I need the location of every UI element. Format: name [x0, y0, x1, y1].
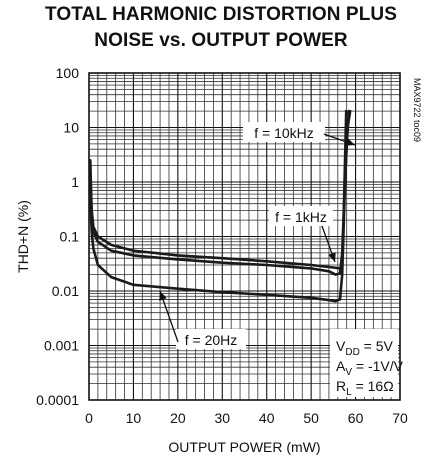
- condition-line: RL = 16Ω: [336, 378, 394, 398]
- y-tick-label: 0.001: [44, 338, 79, 354]
- x-tick-label: 60: [348, 410, 364, 426]
- annotation-bg: [269, 206, 333, 226]
- annotation-leader: [159, 290, 179, 343]
- chart-title-line-1: TOTAL HARMONIC DISTORTION PLUS: [44, 4, 398, 25]
- y-tick-label: 100: [56, 65, 80, 81]
- y-axis-label: THD+N (%): [15, 200, 31, 273]
- x-tick-label: 0: [85, 410, 93, 426]
- series-annotation: f = 10kHz: [254, 125, 314, 141]
- series-annotation: f = 20Hz: [185, 332, 238, 348]
- annotation-arrowhead: [159, 291, 167, 301]
- x-tick-label: 50: [303, 410, 319, 426]
- condition-line: AV = -1V/V: [336, 358, 404, 378]
- plot-border: [88, 72, 401, 401]
- watermark-text: MAX9722 toc09: [412, 78, 422, 142]
- annotation-arrowhead: [328, 252, 336, 262]
- y-tick-label: 10: [63, 120, 79, 136]
- x-tick-label: 10: [126, 410, 142, 426]
- series-annotation: f = 1kHz: [275, 209, 327, 225]
- y-tick-label: 0.01: [52, 283, 79, 299]
- annotation-bg: [176, 329, 246, 349]
- x-tick-label: 30: [214, 410, 230, 426]
- condition-line: VDD = 5V: [336, 338, 394, 358]
- series-line-3: [89, 109, 351, 303]
- x-axis-label: OUTPUT POWER (mW): [168, 439, 320, 455]
- conditions-box: [330, 329, 398, 397]
- annotation-arrowhead: [345, 138, 355, 146]
- y-tick-label: 0.0001: [36, 392, 79, 408]
- x-tick-label: 20: [170, 410, 186, 426]
- chart-title-line-2: NOISE vs. OUTPUT POWER: [94, 30, 348, 51]
- y-tick-label: 1: [71, 174, 79, 190]
- x-tick-label: 70: [392, 410, 408, 426]
- y-tick-label: 0.1: [60, 229, 80, 245]
- annotation-bg: [243, 122, 325, 142]
- x-tick-label: 40: [259, 410, 275, 426]
